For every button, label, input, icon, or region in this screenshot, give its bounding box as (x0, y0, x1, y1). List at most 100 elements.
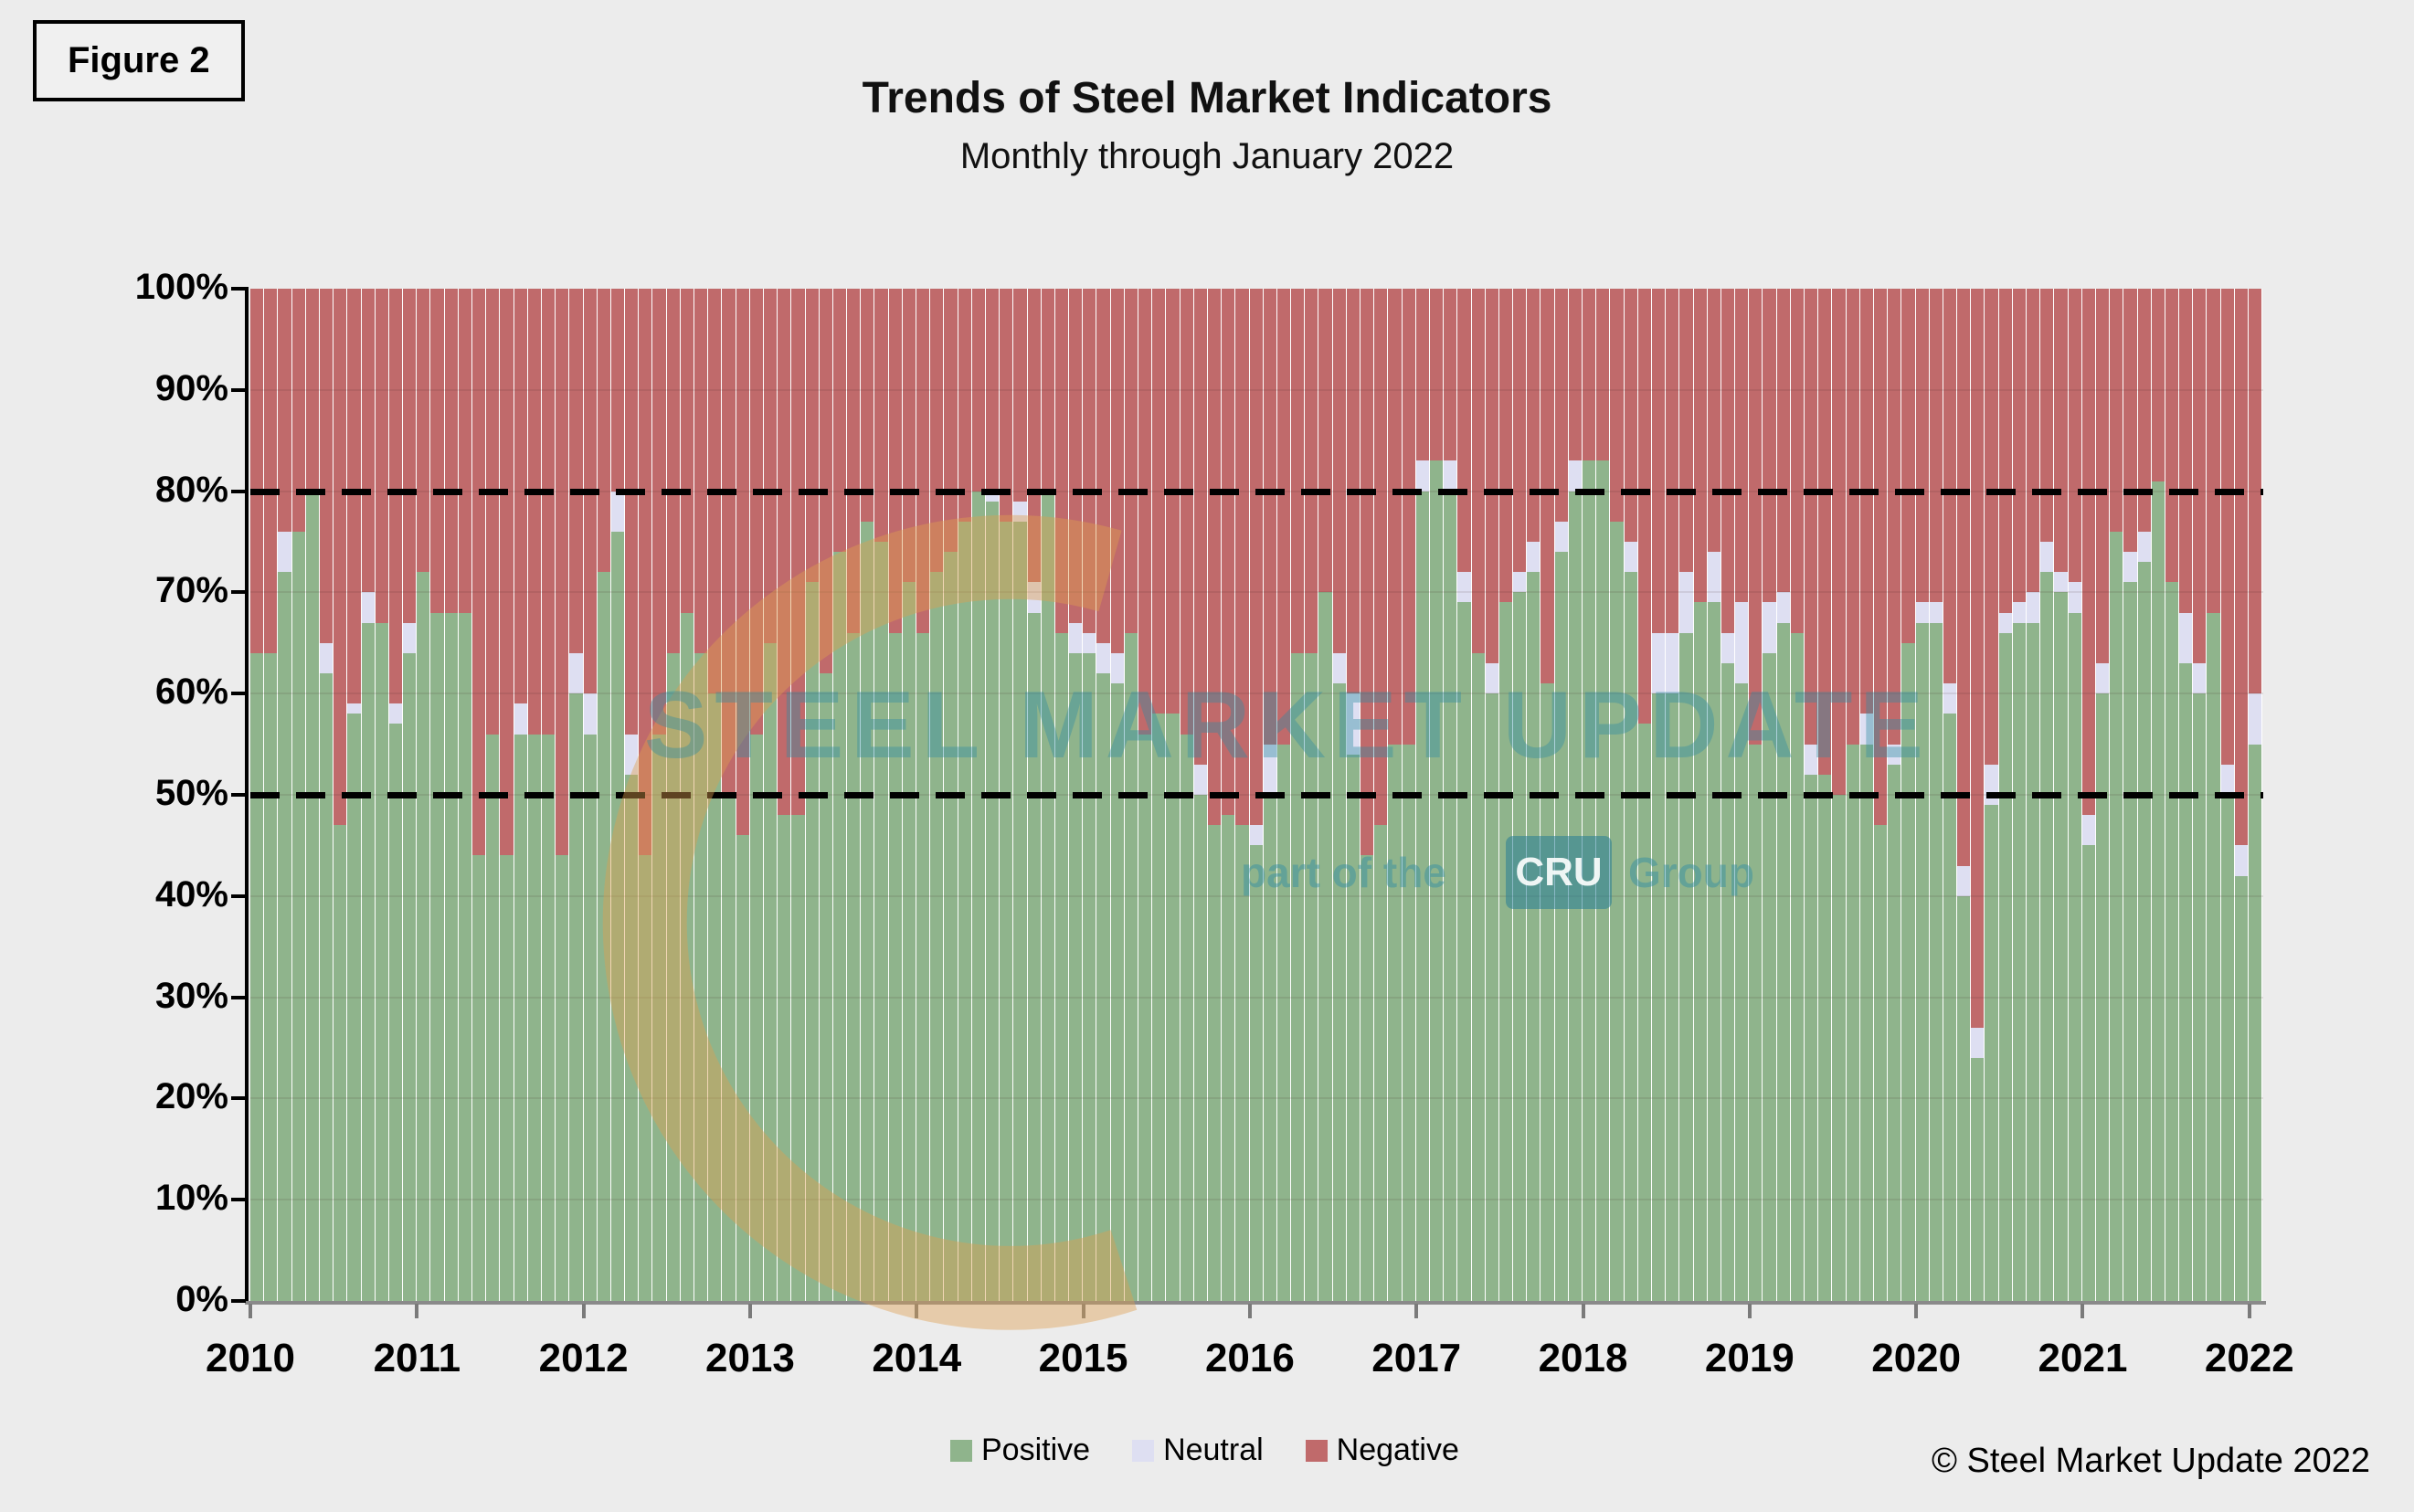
segment-negative (1249, 289, 1263, 826)
segment-positive (2123, 582, 2137, 1301)
segment-negative (278, 289, 291, 532)
segment-negative (2081, 289, 2095, 816)
segment-positive (430, 612, 444, 1301)
bar-month-5 (319, 289, 334, 1301)
segment-neutral (2012, 602, 2026, 623)
segment-negative (514, 289, 527, 704)
y-tick-mark (231, 893, 246, 898)
dashed-reference-line-80 (250, 488, 2263, 495)
segment-negative (430, 289, 444, 613)
x-tick-label-2012: 2012 (538, 1336, 629, 1380)
bar-month-114 (1832, 289, 1847, 1301)
segment-positive (1624, 572, 1637, 1301)
segment-negative (1041, 289, 1054, 492)
segment-neutral (2068, 582, 2081, 613)
segment-negative (680, 289, 693, 613)
bar-month-90 (1498, 289, 1514, 1301)
segment-positive (1873, 825, 1888, 1301)
segment-neutral (1805, 744, 1818, 775)
legend-item-neutral: Neutral (1132, 1433, 1264, 1468)
segment-positive (1402, 744, 1415, 1301)
segment-positive (791, 815, 805, 1301)
segment-neutral (625, 734, 639, 775)
bar-month-117 (1873, 289, 1889, 1301)
bar-month-140 (2193, 289, 2208, 1301)
segment-positive (1013, 521, 1027, 1301)
segment-positive (2207, 612, 2220, 1301)
segment-negative (1180, 289, 1193, 735)
y-tick-mark (231, 995, 246, 999)
segment-negative (347, 289, 361, 704)
segment-positive (1069, 652, 1083, 1301)
legend-label: Neutral (1163, 1433, 1264, 1467)
segment-negative (610, 289, 625, 492)
segment-negative (1805, 289, 1818, 745)
segment-positive (1318, 592, 1332, 1301)
segment-neutral (2054, 572, 2068, 593)
segment-positive (278, 572, 291, 1301)
segment-negative (1193, 289, 1207, 765)
legend: Positive Neutral Negative (950, 1433, 1459, 1468)
segment-positive (2165, 582, 2179, 1301)
segment-positive (666, 652, 680, 1301)
bar-month-38 (778, 289, 792, 1301)
segment-neutral (1263, 744, 1276, 795)
bar-month-125 (1985, 289, 1999, 1301)
segment-negative (763, 289, 778, 643)
segment-neutral (1249, 825, 1263, 846)
segment-positive (1721, 662, 1735, 1301)
segment-neutral (1346, 693, 1360, 755)
y-tick-label-60%: 60% (154, 671, 228, 713)
segment-negative (2165, 289, 2179, 583)
segment-negative (2179, 289, 2193, 613)
segment-neutral (2137, 531, 2151, 563)
bar-month-94 (1554, 289, 1569, 1301)
segment-negative (1166, 289, 1180, 714)
segment-negative (2234, 289, 2248, 846)
segment-neutral (1193, 764, 1207, 795)
segment-positive (736, 835, 749, 1301)
segment-positive (1485, 693, 1498, 1301)
segment-positive (2220, 794, 2234, 1301)
figure-label: Figure 2 (33, 20, 245, 101)
segment-positive (1235, 825, 1249, 1301)
y-tick-label-50%: 50% (154, 773, 228, 813)
segment-negative (2027, 289, 2040, 593)
segment-neutral (1568, 460, 1582, 492)
segment-positive (1610, 521, 1624, 1301)
x-tick-mark (915, 1304, 919, 1318)
segment-positive (1249, 845, 1263, 1301)
segment-positive (2068, 612, 2081, 1301)
segment-positive (2179, 662, 2193, 1301)
segment-positive (694, 652, 708, 1301)
segment-positive (264, 652, 278, 1301)
segment-positive (708, 693, 722, 1301)
x-tick-mark (249, 1304, 252, 1318)
segment-positive (1666, 693, 1679, 1301)
y-tick-mark (231, 387, 246, 392)
segment-negative (1859, 289, 1873, 714)
x-tick-label-2017: 2017 (1371, 1336, 1462, 1380)
segment-negative (1707, 289, 1721, 553)
bar-month-51 (958, 289, 972, 1301)
segment-negative (458, 289, 471, 613)
segment-neutral (1735, 602, 1749, 684)
segment-negative (1415, 289, 1429, 461)
bar-month-107 (1735, 289, 1750, 1301)
segment-neutral (1666, 632, 1679, 694)
segment-neutral (1721, 632, 1735, 663)
segment-negative (1763, 289, 1776, 603)
segment-negative (1429, 289, 1444, 461)
segment-neutral (1957, 865, 1971, 896)
segment-positive (417, 572, 430, 1301)
bar-month-2 (278, 289, 292, 1301)
segment-positive (514, 734, 527, 1301)
bar-month-17 (486, 289, 501, 1301)
segment-positive (1138, 734, 1152, 1301)
y-tick-mark (231, 1299, 246, 1303)
segment-positive (874, 542, 888, 1301)
segment-positive (1859, 744, 1873, 1301)
segment-positive (861, 521, 874, 1301)
bar-month-26 (610, 289, 626, 1301)
segment-positive (500, 855, 514, 1301)
